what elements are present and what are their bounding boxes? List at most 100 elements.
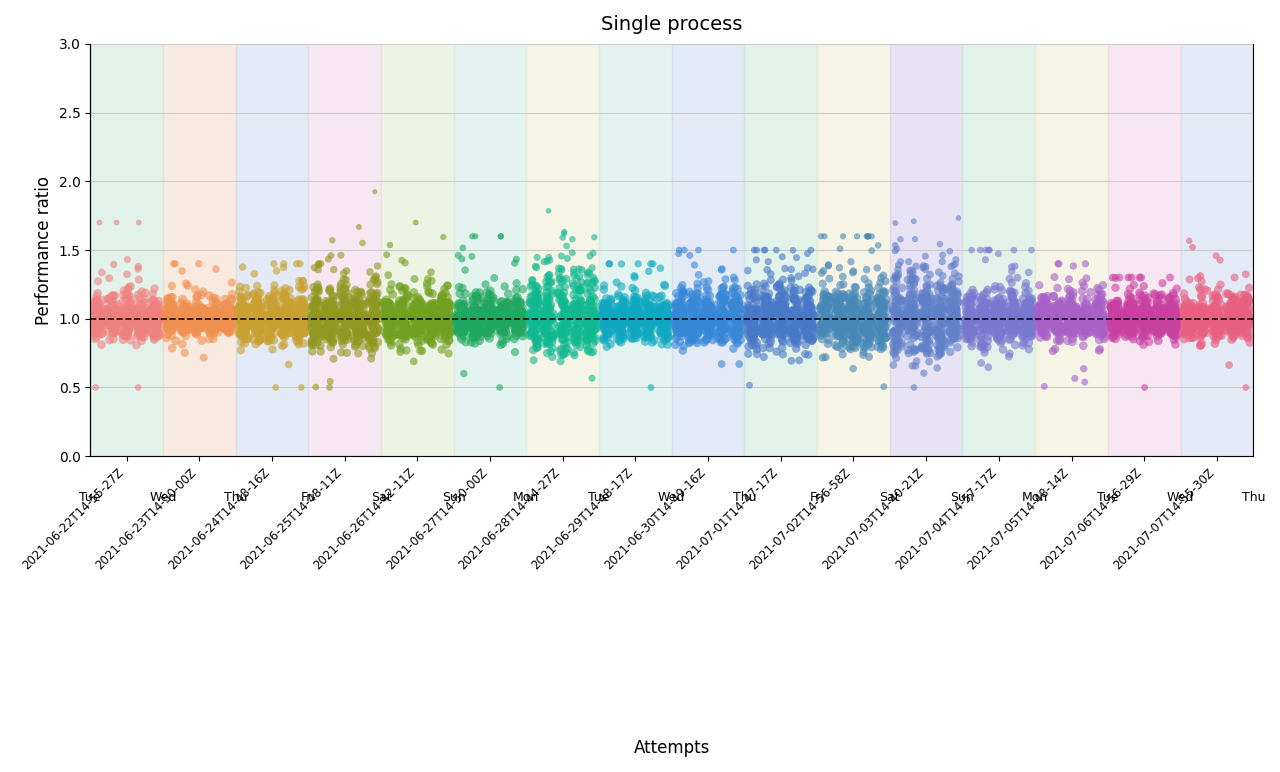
Point bbox=[840, 296, 860, 309]
Point bbox=[1222, 331, 1243, 344]
Point bbox=[972, 330, 992, 343]
Point bbox=[1149, 317, 1170, 329]
Point bbox=[760, 268, 781, 280]
Point bbox=[524, 354, 544, 367]
Point bbox=[1105, 316, 1125, 328]
Point bbox=[781, 354, 801, 367]
Point bbox=[831, 279, 851, 291]
Point bbox=[1015, 280, 1036, 293]
Point bbox=[367, 336, 388, 348]
Point bbox=[571, 284, 591, 296]
Point bbox=[118, 325, 138, 337]
Point bbox=[218, 324, 238, 337]
Point bbox=[622, 323, 643, 335]
Point bbox=[1222, 317, 1243, 329]
Point bbox=[389, 280, 410, 293]
Point bbox=[672, 313, 692, 326]
Point bbox=[1225, 291, 1245, 303]
Point bbox=[165, 313, 186, 326]
Point bbox=[861, 312, 882, 324]
Point bbox=[998, 325, 1019, 337]
Point bbox=[759, 323, 780, 335]
Point bbox=[831, 325, 851, 337]
Point bbox=[539, 269, 559, 282]
Point bbox=[801, 334, 822, 347]
Point bbox=[1133, 330, 1153, 342]
Point bbox=[657, 308, 677, 320]
Point bbox=[687, 310, 708, 322]
Point bbox=[308, 313, 329, 325]
Point bbox=[431, 326, 452, 338]
Point bbox=[760, 332, 781, 344]
Point bbox=[1064, 301, 1084, 313]
Point bbox=[1030, 317, 1051, 330]
Point bbox=[280, 303, 301, 315]
Point bbox=[466, 314, 486, 327]
Point bbox=[799, 316, 819, 328]
Point bbox=[872, 310, 892, 323]
Point bbox=[755, 333, 776, 345]
Point bbox=[1165, 293, 1185, 306]
Point bbox=[886, 276, 906, 288]
Point bbox=[927, 304, 947, 317]
Point bbox=[1179, 313, 1199, 326]
Point bbox=[1161, 300, 1181, 312]
Point bbox=[323, 290, 343, 302]
Point bbox=[886, 327, 906, 339]
Point bbox=[388, 306, 408, 318]
Point bbox=[1239, 282, 1260, 294]
Point bbox=[344, 332, 365, 344]
Point bbox=[262, 313, 283, 326]
Point bbox=[448, 297, 468, 310]
Point bbox=[204, 308, 224, 320]
Point bbox=[829, 329, 850, 341]
Point bbox=[700, 302, 721, 314]
Point bbox=[1004, 286, 1024, 299]
Point bbox=[417, 307, 438, 320]
Point bbox=[785, 324, 805, 337]
Point bbox=[929, 325, 950, 337]
Point bbox=[509, 310, 530, 322]
Point bbox=[453, 298, 474, 310]
Point bbox=[1144, 313, 1165, 325]
Point bbox=[480, 316, 500, 328]
Point bbox=[795, 339, 815, 351]
Point bbox=[508, 308, 529, 320]
Point bbox=[653, 306, 673, 318]
Point bbox=[1015, 332, 1036, 344]
Point bbox=[186, 312, 206, 324]
Point bbox=[177, 313, 197, 326]
Point bbox=[833, 291, 854, 303]
Point bbox=[175, 330, 196, 342]
Point bbox=[279, 311, 300, 323]
Point bbox=[470, 326, 490, 338]
Point bbox=[134, 314, 155, 327]
Point bbox=[1093, 279, 1114, 291]
Point bbox=[238, 290, 259, 302]
Point bbox=[536, 276, 557, 288]
Point bbox=[772, 305, 792, 317]
Point bbox=[929, 303, 950, 315]
Point bbox=[476, 320, 497, 333]
Point bbox=[538, 299, 558, 311]
Point bbox=[146, 321, 166, 334]
Point bbox=[333, 311, 353, 323]
Point bbox=[449, 323, 470, 336]
Point bbox=[1233, 299, 1253, 311]
Point bbox=[178, 308, 198, 320]
Point bbox=[568, 299, 589, 311]
Point bbox=[271, 326, 292, 338]
Point bbox=[404, 312, 425, 324]
Point bbox=[506, 325, 526, 337]
Point bbox=[1065, 319, 1085, 331]
Point bbox=[206, 308, 227, 320]
Point bbox=[730, 302, 750, 314]
Point bbox=[884, 239, 905, 252]
Point bbox=[687, 323, 708, 336]
Point bbox=[1135, 310, 1156, 322]
Point bbox=[390, 328, 411, 340]
Point bbox=[963, 327, 983, 339]
Point bbox=[396, 319, 416, 331]
Point bbox=[481, 310, 502, 323]
Point bbox=[508, 324, 529, 337]
